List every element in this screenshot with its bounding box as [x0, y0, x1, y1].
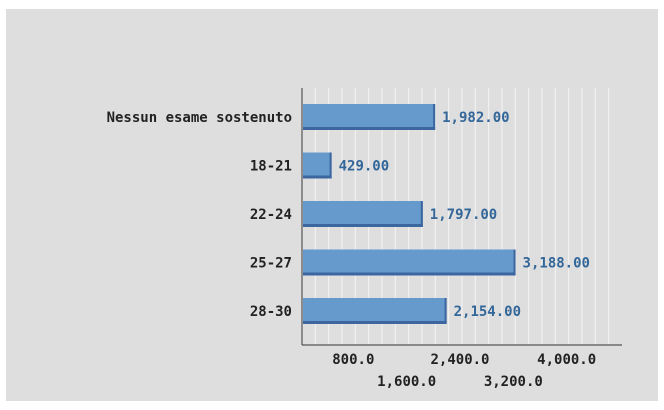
bar-shadow [303, 175, 332, 179]
value-label: 429.00 [339, 159, 390, 175]
category-labels: Nessun esame sostenuto 18-21 22-24 25-27 28-… [107, 110, 292, 320]
bar-edge [329, 152, 332, 179]
value-label: 2,154.00 [454, 304, 521, 320]
bar [303, 201, 423, 227]
value-label: 1,797.00 [430, 207, 497, 223]
bar-edge [433, 104, 436, 130]
bar [303, 249, 516, 276]
bar-edge [513, 249, 516, 276]
category-label: Nessun esame sostenuto [107, 110, 292, 126]
x-tick-label: 2,400.0 [430, 352, 489, 368]
x-tick-label: 1,600.0 [377, 374, 436, 390]
value-label: 1,982.00 [442, 110, 509, 126]
bar-shadow [303, 224, 423, 227]
value-labels: 1,982.00 429.00 1,797.00 3,188.00 2,154.00 [339, 110, 590, 320]
bar-edge [420, 201, 423, 227]
category-label: 25-27 [250, 256, 292, 272]
category-label: 28-30 [250, 304, 292, 320]
axes [301, 88, 622, 346]
bar [303, 298, 447, 324]
x-tick-labels: 800.01,600.0 2,400.0 3,200.0 4,000.0 [332, 352, 596, 390]
x-tick-label: 800.0 [332, 352, 374, 368]
grid-lines [314, 88, 610, 345]
bar [303, 104, 436, 130]
bars [303, 104, 516, 324]
bar-shadow [303, 272, 516, 276]
category-label: 18-21 [250, 159, 292, 175]
bar-shadow [303, 127, 436, 130]
bar [303, 152, 332, 179]
bar-edge [444, 298, 447, 324]
category-label: 22-24 [250, 207, 292, 223]
x-tick-label: 4,000.0 [537, 352, 596, 368]
value-label: 3,188.00 [523, 256, 590, 272]
x-tick-label: 3,200.0 [484, 374, 543, 390]
bar-shadow [303, 321, 447, 324]
